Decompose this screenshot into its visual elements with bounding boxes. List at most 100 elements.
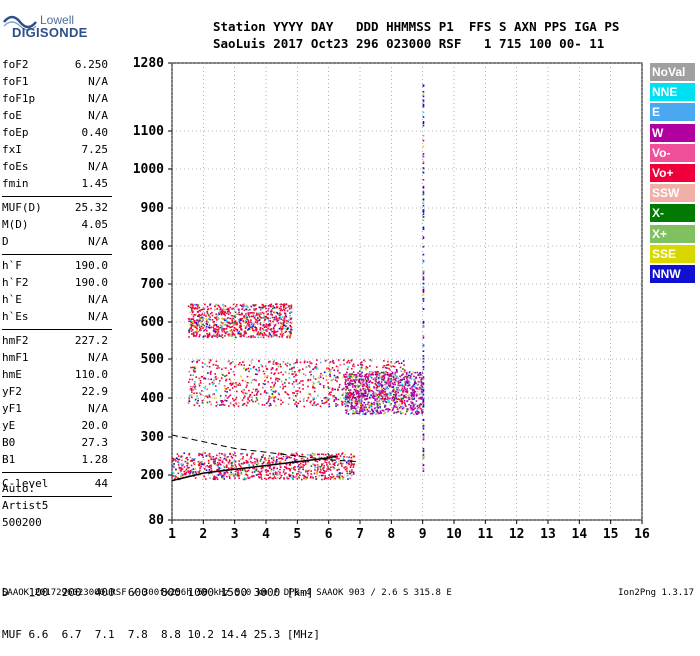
echo-point — [422, 403, 425, 405]
echo-point — [399, 381, 402, 384]
echo-point — [422, 253, 425, 256]
echo-point — [302, 380, 304, 382]
echo-point — [406, 371, 409, 374]
echo-point — [215, 335, 218, 338]
echo-point — [326, 367, 328, 370]
echo-point — [254, 321, 257, 323]
echo-point — [228, 321, 231, 324]
echo-point — [338, 386, 341, 388]
echo-point — [208, 394, 211, 397]
echo-point — [379, 410, 382, 413]
echo-point — [272, 390, 275, 393]
echo-point — [219, 463, 222, 466]
echo-point — [258, 315, 261, 317]
echo-point — [349, 466, 352, 469]
echo-point — [187, 470, 189, 472]
echo-point — [408, 374, 410, 377]
echo-point — [269, 472, 271, 475]
echo-point — [203, 314, 206, 316]
echo-point — [290, 304, 293, 307]
echo-point — [368, 384, 371, 386]
echo-point — [265, 326, 268, 329]
echo-point — [400, 412, 402, 415]
param-name: foE — [2, 109, 22, 122]
echo-point — [239, 335, 242, 338]
echo-point — [392, 407, 395, 409]
echo-point — [223, 404, 226, 406]
echo-point — [211, 314, 214, 317]
echo-point — [221, 327, 224, 330]
echo-point — [379, 383, 382, 385]
echo-point — [411, 373, 413, 375]
echo-point — [204, 328, 207, 331]
echo-point — [386, 367, 388, 369]
echo-point — [212, 335, 214, 337]
echo-point — [332, 359, 334, 362]
echo-point — [333, 374, 336, 377]
echo-point — [409, 396, 412, 399]
echo-point — [269, 320, 272, 322]
echo-point — [383, 406, 386, 408]
echo-point — [201, 362, 204, 364]
echo-point — [312, 477, 314, 479]
echo-point — [196, 402, 199, 405]
echo-point — [264, 318, 267, 321]
echo-point — [347, 392, 349, 394]
echo-point — [421, 372, 424, 375]
echo-point — [386, 394, 389, 396]
echo-point — [372, 378, 375, 381]
echo-point — [378, 393, 381, 395]
echo-point — [206, 319, 208, 322]
echo-point — [399, 366, 402, 369]
echo-point — [422, 288, 425, 291]
echo-point — [257, 384, 260, 386]
echo-point — [422, 272, 425, 275]
echo-point — [370, 394, 372, 396]
echo-point — [324, 360, 327, 362]
echo-point — [316, 473, 318, 476]
echo-point — [264, 477, 266, 480]
echo-point — [215, 315, 218, 318]
echo-point — [246, 316, 249, 319]
y-tick-label: 300 — [141, 430, 165, 445]
echo-point — [207, 460, 210, 463]
echo-point — [175, 469, 177, 472]
echo-point — [353, 405, 355, 408]
echo-point — [253, 309, 256, 311]
echo-point — [419, 396, 422, 399]
echo-point — [367, 388, 370, 391]
echo-point — [377, 407, 379, 409]
echo-point — [282, 471, 285, 473]
echo-point — [403, 364, 405, 366]
echo-point — [422, 464, 425, 467]
echo-point — [177, 477, 179, 479]
echo-point — [202, 327, 204, 329]
echo-point — [346, 404, 348, 407]
echo-point — [193, 404, 196, 406]
echo-point — [279, 476, 282, 479]
echo-point — [302, 474, 304, 477]
echo-point — [296, 361, 298, 364]
echo-point — [240, 334, 243, 337]
echo-point — [210, 458, 213, 461]
echo-point — [226, 466, 228, 469]
echo-point — [356, 410, 358, 412]
echo-point — [196, 307, 199, 310]
echo-point — [387, 393, 389, 395]
echo-point — [310, 455, 312, 457]
echo-point — [346, 385, 349, 388]
echo-point — [299, 466, 301, 469]
echo-point — [380, 377, 383, 379]
echo-point — [379, 393, 382, 396]
echo-point — [216, 367, 218, 370]
echo-point — [388, 364, 391, 367]
echo-point — [233, 385, 236, 388]
echo-point — [273, 383, 276, 386]
echo-point — [358, 379, 360, 382]
echo-point — [198, 461, 200, 463]
echo-point — [189, 388, 192, 390]
echo-point — [335, 398, 338, 401]
echo-point — [204, 303, 206, 306]
echo-point — [418, 376, 421, 379]
echo-point — [296, 454, 298, 456]
